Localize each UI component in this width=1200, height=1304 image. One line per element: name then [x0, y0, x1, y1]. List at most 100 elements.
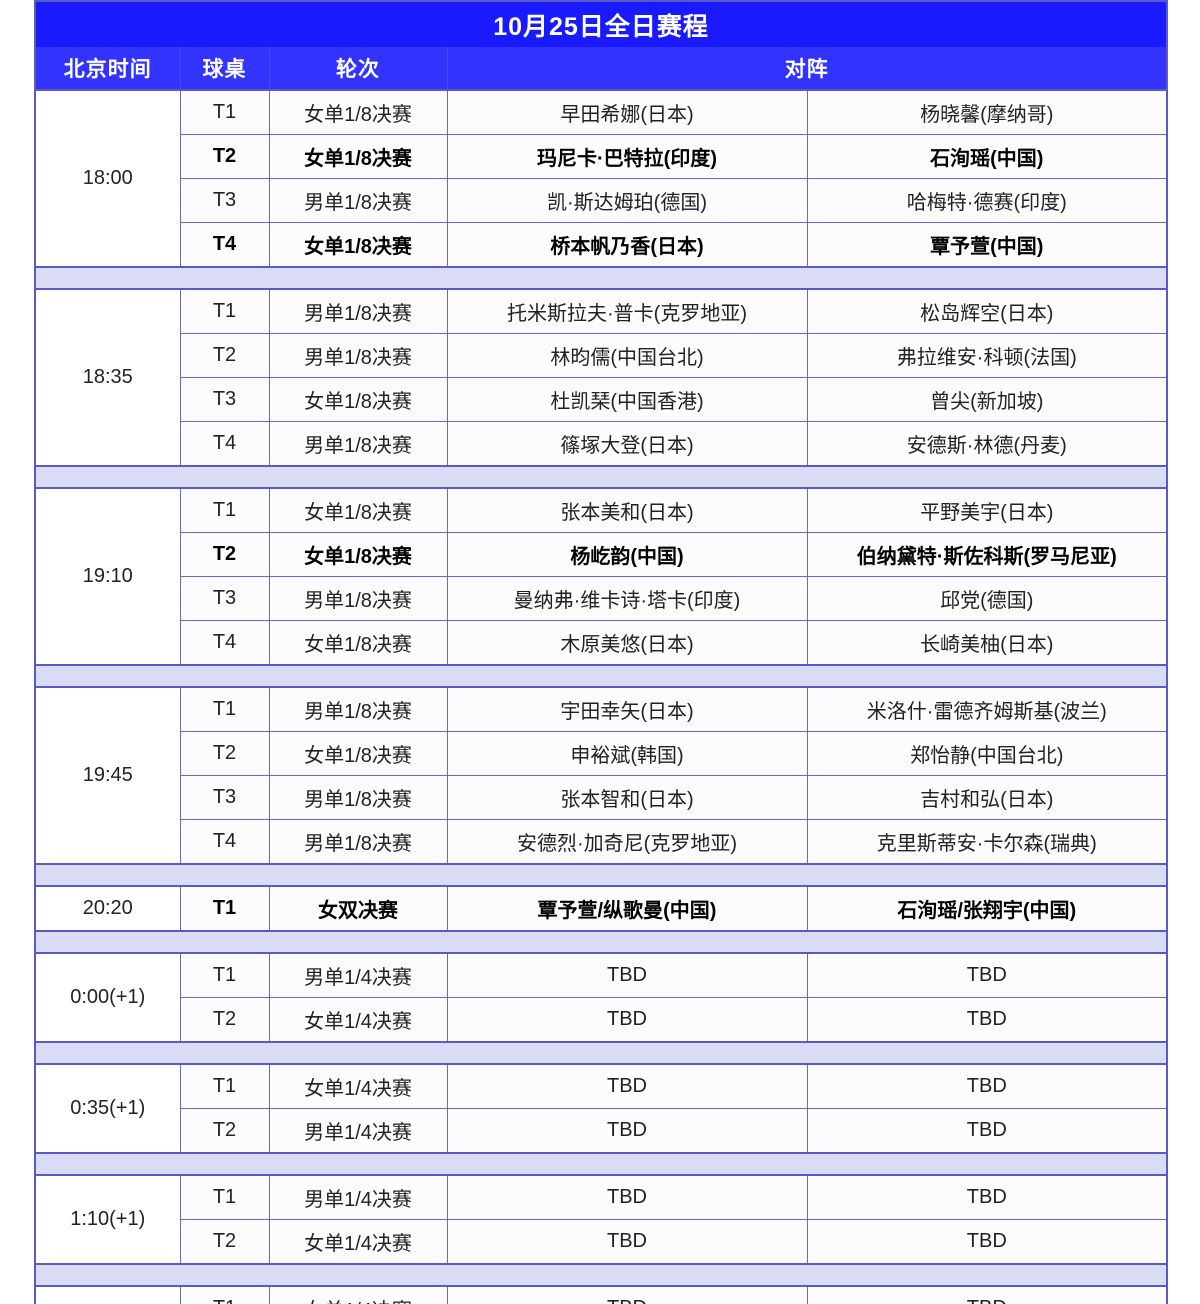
table-row: 18:35 T1 男单1/8决赛 托米斯拉夫·普卡(克罗地亚) 松岛辉空(日本) [34, 288, 1168, 467]
match-player-two: 克里斯蒂安·卡尔森(瑞典) [806, 819, 1168, 865]
match-player-one: 杨屹韵(中国) [446, 532, 808, 577]
match-round: 男单1/8决赛 [268, 576, 448, 621]
match-table: T4 [179, 421, 270, 467]
match-player-two: 弗拉维安·科顿(法国) [806, 333, 1168, 378]
match-round: 女单1/4决赛 [268, 1285, 448, 1304]
page-title: 10月25日全日赛程 [35, 1, 1168, 47]
match-player-two: 石洵瑶/张翔宇(中国) [806, 885, 1168, 932]
match-table: T1 [179, 288, 270, 334]
column-header-table: 球桌 [179, 47, 270, 90]
match-round: 女单1/4决赛 [268, 997, 448, 1043]
match-player-one: 曼纳弗·维卡诗·塔卡(印度) [446, 576, 808, 621]
match-player-two: 米洛什·雷德齐姆斯基(波兰) [806, 686, 1168, 732]
table-row: 18:00 T1 女单1/8决赛 早田希娜(日本) 杨晓馨(摩纳哥) [34, 89, 1168, 268]
match-player-two: 曾尖(新加坡) [806, 377, 1168, 422]
match-round: 女单1/8决赛 [268, 620, 448, 666]
match-time: 1:10(+1) [34, 1174, 181, 1265]
match-round: 男单1/8决赛 [268, 819, 448, 865]
match-round: 女单1/8决赛 [268, 89, 448, 135]
block-separator [33, 863, 1169, 887]
match-time: 19:10 [34, 487, 181, 666]
match-round: 女单1/4决赛 [268, 1063, 448, 1109]
match-player-two: 伯纳黛特·斯佐科斯(罗马尼亚) [806, 532, 1168, 577]
match-table: T1 [179, 885, 270, 932]
match-player-two: TBD [806, 1174, 1168, 1220]
match-round: 男单1/4决赛 [268, 952, 448, 998]
match-player-one: 覃予萱/纵歌曼(中国) [446, 885, 808, 932]
match-player-one: TBD [446, 1285, 808, 1304]
match-round: 女单1/8决赛 [268, 487, 448, 533]
match-player-two: TBD [806, 997, 1168, 1043]
table-row: 19:45 T1 男单1/8决赛 宇田幸矢(日本) 米洛什·雷德齐姆斯基(波兰) [34, 686, 1168, 865]
match-player-one: 篠塚大登(日本) [446, 421, 808, 467]
match-table: T2 [179, 731, 270, 776]
match-round: 女单1/8决赛 [268, 222, 448, 268]
match-round: 男单1/8决赛 [268, 775, 448, 820]
match-player-one: 林昀儒(中国台北) [446, 333, 808, 378]
match-table: T1 [179, 1285, 270, 1304]
table-row: T4 女单1/8决赛 木原美悠(日本) 长崎美柚(日本) [35, 620, 1168, 666]
match-player-two: 安德斯·林德(丹麦) [806, 421, 1168, 467]
schedule-table: 10月25日全日赛程 北京时间 球桌 轮次 对阵 18:00 T1 女单1/8决赛早… [33, 0, 1169, 1304]
table-row: 0:35(+1) T1 女单1/4决赛 TBD TBD [34, 1063, 1168, 1154]
block-separator [33, 1263, 1169, 1287]
match-time: 18:00 [34, 89, 181, 268]
match-table: T2 [179, 1219, 270, 1265]
match-player-one: TBD [446, 997, 808, 1043]
match-table: T1 [179, 487, 270, 533]
match-player-one: 安德烈·加奇尼(克罗地亚) [446, 819, 808, 865]
match-round: 男单1/8决赛 [268, 686, 448, 732]
block-separator [33, 1152, 1169, 1176]
schedule-header-row: 北京时间 球桌 轮次 对阵 [35, 47, 1168, 90]
match-table: T4 [179, 222, 270, 268]
match-player-two: 石洵瑶(中国) [806, 134, 1168, 179]
table-row: 0:00(+1) T1 男单1/4决赛 TBD TBD [34, 952, 1168, 1043]
block-separator [33, 1041, 1169, 1065]
match-table: T2 [179, 997, 270, 1043]
table-row: T2 女单1/4决赛 TBD TBD [35, 1219, 1168, 1265]
match-table: T1 [179, 686, 270, 732]
table-row: T3 男单1/8决赛 凯·斯达姆珀(德国) 哈梅特·德赛(印度) [35, 178, 1168, 223]
match-table: T3 [179, 178, 270, 223]
table-row: T2 女单1/8决赛 玛尼卡·巴特拉(印度) 石洵瑶(中国) [35, 134, 1168, 179]
block-separator-band [33, 266, 1169, 290]
match-player-one: 申裕斌(韩国) [446, 731, 808, 776]
match-table: T4 [179, 819, 270, 865]
table-row: 20:20 T1 女双决赛 覃予萱/纵歌曼(中国) 石洵瑶/张翔宇(中国) [34, 885, 1168, 932]
match-round: 女单1/8决赛 [268, 532, 448, 577]
match-player-one: TBD [446, 952, 808, 998]
block-separator-band [33, 930, 1169, 954]
match-player-two: 邱党(德国) [806, 576, 1168, 621]
match-table: T4 [179, 620, 270, 666]
table-row: T2 女单1/8决赛 杨屹韵(中国) 伯纳黛特·斯佐科斯(罗马尼亚) [35, 532, 1168, 577]
match-table: T1 [179, 1063, 270, 1109]
match-player-one: TBD [446, 1108, 808, 1154]
table-row: 19:10 T1 女单1/8决赛 张本美和(日本) 平野美宇(日本) [34, 487, 1168, 666]
match-table: T1 [179, 1174, 270, 1220]
match-round: 女单1/8决赛 [268, 134, 448, 179]
match-round: 男单1/8决赛 [268, 333, 448, 378]
match-time: 0:00(+1) [34, 952, 181, 1043]
match-table: T2 [179, 532, 270, 577]
match-round: 男单1/4决赛 [268, 1108, 448, 1154]
block-separator [33, 664, 1169, 688]
table-row: T3 女单1/8决赛 杜凯琹(中国香港) 曾尖(新加坡) [35, 377, 1168, 422]
match-player-two: 郑怡静(中国台北) [806, 731, 1168, 776]
table-row: T2 男单1/8决赛 林昀儒(中国台北) 弗拉维安·科顿(法国) [35, 333, 1168, 378]
match-time: 1:45(+1) [34, 1285, 181, 1304]
block-separator [33, 465, 1169, 489]
schedule-title-row: 10月25日全日赛程 [35, 1, 1168, 47]
match-player-one: 张本美和(日本) [446, 487, 808, 533]
match-player-two: TBD [806, 1219, 1168, 1265]
match-player-two: TBD [806, 1285, 1168, 1304]
match-player-two: 松岛辉空(日本) [806, 288, 1168, 334]
match-time: 18:35 [34, 288, 181, 467]
block-separator-band [33, 1152, 1169, 1176]
match-player-one: 玛尼卡·巴特拉(印度) [446, 134, 808, 179]
table-row: T4 男单1/8决赛 安德烈·加奇尼(克罗地亚) 克里斯蒂安·卡尔森(瑞典) [35, 819, 1168, 865]
match-time: 20:20 [34, 885, 181, 932]
match-player-one: 木原美悠(日本) [446, 620, 808, 666]
match-round: 女单1/8决赛 [268, 377, 448, 422]
